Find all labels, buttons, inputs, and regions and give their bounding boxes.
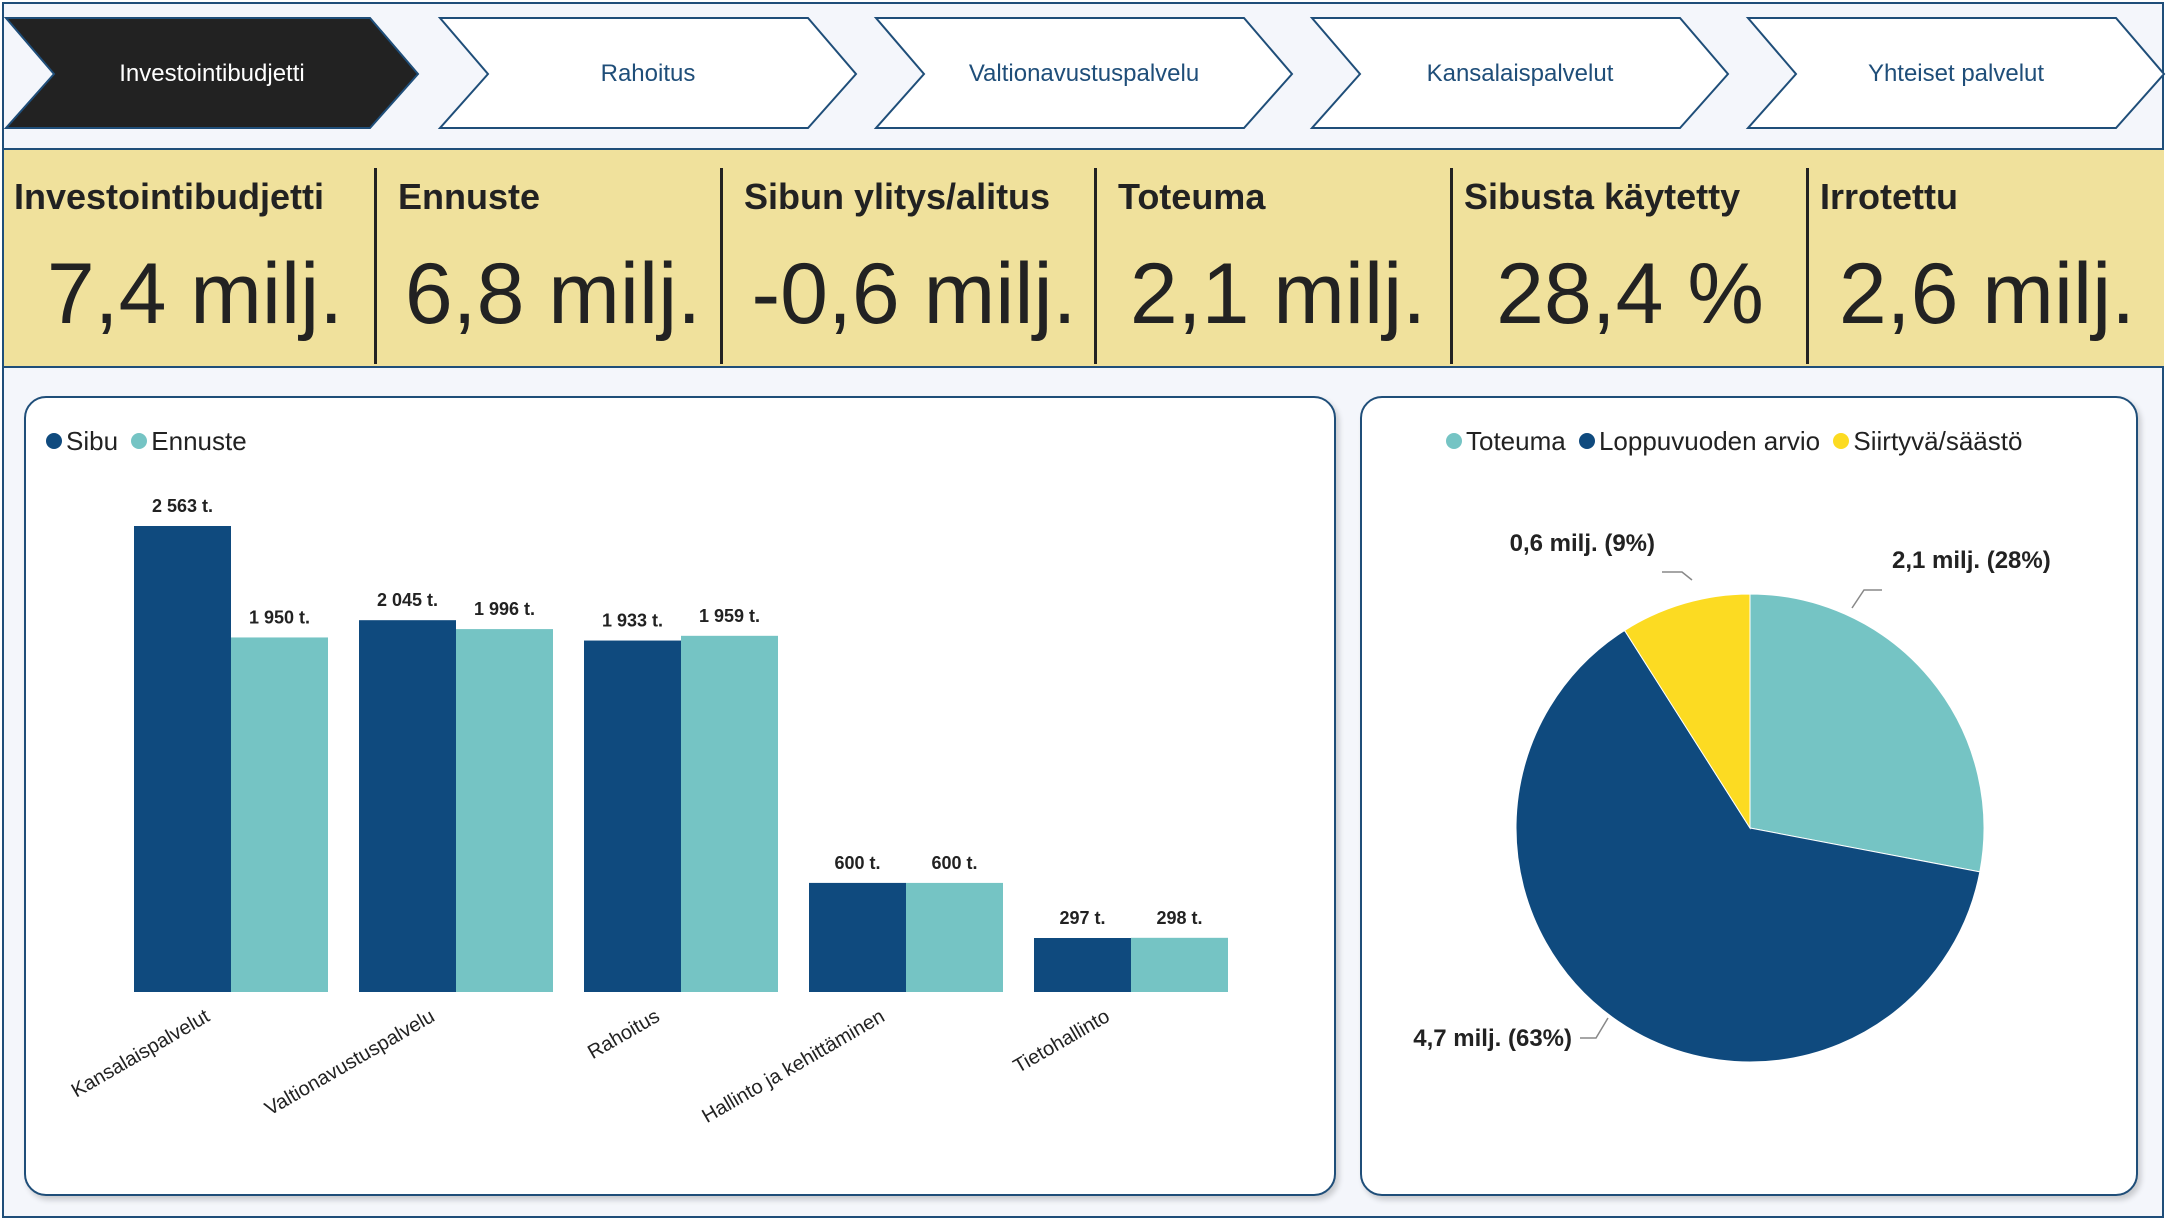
- slice-label: 0,6 milj. (9%): [1510, 530, 1655, 557]
- tab-yhteiset-palvelut[interactable]: Yhteiset palvelut: [1867, 60, 2045, 87]
- kpi-title: Sibusta käytetty: [1464, 176, 1741, 217]
- tab-kansalaispalvelut[interactable]: Kansalaispalvelut: [1426, 60, 1614, 87]
- kpi-value: 2,1 milj.: [1129, 246, 1427, 342]
- pie-slice-2[interactable]: [1623, 593, 1751, 830]
- leader-line: [1851, 589, 1882, 609]
- legend-label: Ennuste: [151, 426, 247, 456]
- pie-slice-0[interactable]: [1749, 593, 1985, 873]
- data-label: 1 933 t.: [602, 611, 663, 631]
- kpi-value: 6,8 milj.: [404, 246, 702, 342]
- bar-chart-plot: 2 563 t. 1 950 t. Kansalaispalvelut 2 045 t…: [68, 496, 1228, 1128]
- bar-ennuste-1[interactable]: [456, 629, 553, 992]
- data-label: 600 t.: [931, 853, 977, 873]
- kpi-card-investointibudjetti: Investointibudjetti 7,4 milj.: [4, 150, 374, 366]
- kpi-title: Ennuste: [398, 176, 541, 217]
- kpi-card-ennuste: Ennuste 6,8 milj.: [388, 150, 718, 366]
- kpi-divider: [1450, 168, 1453, 364]
- data-label: 2 045 t.: [377, 590, 438, 610]
- leader-line: [1580, 1017, 1609, 1039]
- kpi-strip: Investointibudjetti 7,4 milj. Ennuste 6,…: [4, 148, 2164, 368]
- pie-slice-1[interactable]: [1515, 629, 1981, 1063]
- category-label: Hallinto ja kehittäminen: [698, 1005, 888, 1127]
- kpi-divider: [1094, 168, 1097, 364]
- bar-chart-legend: Sibu Ennuste: [46, 426, 253, 457]
- category-label: Rahoitus: [584, 1005, 663, 1064]
- nav-arrow-shape-1[interactable]: [437, 17, 858, 129]
- kpi-divider: [720, 168, 723, 364]
- nav-arrow-shape-4[interactable]: [1745, 17, 2166, 129]
- category-label: Valtionavustuspalvelu: [261, 1005, 438, 1120]
- bar-sibu-3[interactable]: [809, 882, 906, 992]
- data-label: 297 t.: [1059, 908, 1105, 928]
- legend-label: Toteuma: [1466, 426, 1566, 456]
- slice-label: 4,7 milj. (63%): [1413, 1025, 1572, 1052]
- kpi-card-sibusta-kaytetty: Sibusta käytetty 28,4 %: [1454, 150, 1806, 366]
- legend-label: Sibu: [66, 426, 119, 456]
- legend-item-toteuma[interactable]: Toteuma: [1446, 426, 1566, 457]
- legend-dot-icon: [1578, 433, 1595, 449]
- nav-arrows: [3, 17, 2166, 129]
- kpi-title: Investointibudjetti: [14, 176, 324, 217]
- kpi-value: 2,6 milj.: [1838, 246, 2136, 342]
- nav-arrow-shape-3[interactable]: [1309, 17, 1730, 129]
- bar-sibu-1[interactable]: [359, 620, 456, 992]
- kpi-value: -0,6 milj.: [751, 246, 1077, 342]
- legend-dot-icon: [1446, 433, 1462, 449]
- legend-label: Siirtyvä/säästö: [1853, 426, 2023, 456]
- kpi-title: Toteuma: [1118, 176, 1266, 217]
- data-label: 1 996 t.: [474, 599, 535, 619]
- kpi-card-toteuma: Toteuma 2,1 milj.: [1108, 150, 1448, 366]
- bar-ennuste-2[interactable]: [681, 635, 778, 992]
- legend-item-siirtyva-saasto[interactable]: Siirtyvä/säästö: [1833, 426, 2022, 457]
- legend-item-sibu[interactable]: Sibu: [46, 426, 118, 457]
- category-label: Kansalaispalvelut: [68, 1005, 214, 1102]
- data-label: 600 t.: [834, 853, 880, 873]
- data-label: 1 959 t.: [699, 606, 760, 626]
- bar-chart-panel: Sibu Ennuste 2 563 t. 1 950 t. Kansalaispa…: [24, 396, 1336, 1196]
- bar-ennuste-0[interactable]: [231, 637, 328, 992]
- slice-label: 2,1 milj. (28%): [1892, 547, 2051, 574]
- legend-dot-icon: [46, 433, 62, 449]
- leader-line: [1662, 571, 1693, 581]
- kpi-value: 28,4 %: [1496, 246, 1764, 342]
- kpi-card-irrotettu: Irrotettu 2,6 milj.: [1810, 150, 2164, 366]
- tab-valtionavustuspalvelu[interactable]: Valtionavustuspalvelu: [968, 60, 1200, 87]
- category-label: Tietohallinto: [1010, 1005, 1114, 1078]
- data-label: 1 950 t.: [249, 607, 310, 627]
- bar-sibu-4[interactable]: [1034, 938, 1131, 992]
- legend-dot-icon: [1833, 433, 1850, 449]
- pie-chart-legend: Toteuma Loppuvuoden arvio Siirtyvä/sääst…: [1446, 426, 2028, 457]
- kpi-card-sibun-ylitys: Sibun ylitys/alitus -0,6 milj.: [734, 150, 1094, 366]
- kpi-title: Sibun ylitys/alitus: [744, 176, 1051, 217]
- tab-investointibudjetti[interactable]: Investointibudjetti: [119, 60, 305, 87]
- tab-rahoitus[interactable]: Rahoitus: [600, 60, 696, 87]
- legend-item-loppuvuoden-arvio[interactable]: Loppuvuoden arvio: [1578, 426, 1821, 457]
- legend-item-ennuste[interactable]: Ennuste: [131, 426, 247, 457]
- bar-sibu-2[interactable]: [584, 640, 681, 992]
- kpi-divider: [1806, 168, 1809, 364]
- data-label: 2 563 t.: [152, 496, 213, 516]
- bar-ennuste-3[interactable]: [906, 882, 1003, 992]
- kpi-value: 7,4 milj.: [46, 246, 344, 342]
- bar-sibu-0[interactable]: [134, 526, 231, 992]
- data-label: 298 t.: [1156, 908, 1202, 928]
- top-navigation: Investointibudjetti Rahoitus Valtionavus…: [0, 0, 2170, 148]
- pie-chart-panel: Toteuma Loppuvuoden arvio Siirtyvä/sääst…: [1360, 396, 2138, 1196]
- nav-arrow-shape-0[interactable]: [3, 17, 420, 129]
- legend-label: Loppuvuoden arvio: [1598, 426, 1821, 456]
- bar-ennuste-4[interactable]: [1131, 937, 1228, 992]
- kpi-title: Irrotettu: [1820, 176, 1958, 217]
- kpi-divider: [374, 168, 377, 364]
- pie-chart-plot: 2,1 milj. (28%) 4,7 milj. (63%) 0,6 milj. …: [1413, 530, 2051, 1063]
- legend-dot-icon: [131, 433, 148, 449]
- nav-arrow-shape-2[interactable]: [873, 17, 1294, 129]
